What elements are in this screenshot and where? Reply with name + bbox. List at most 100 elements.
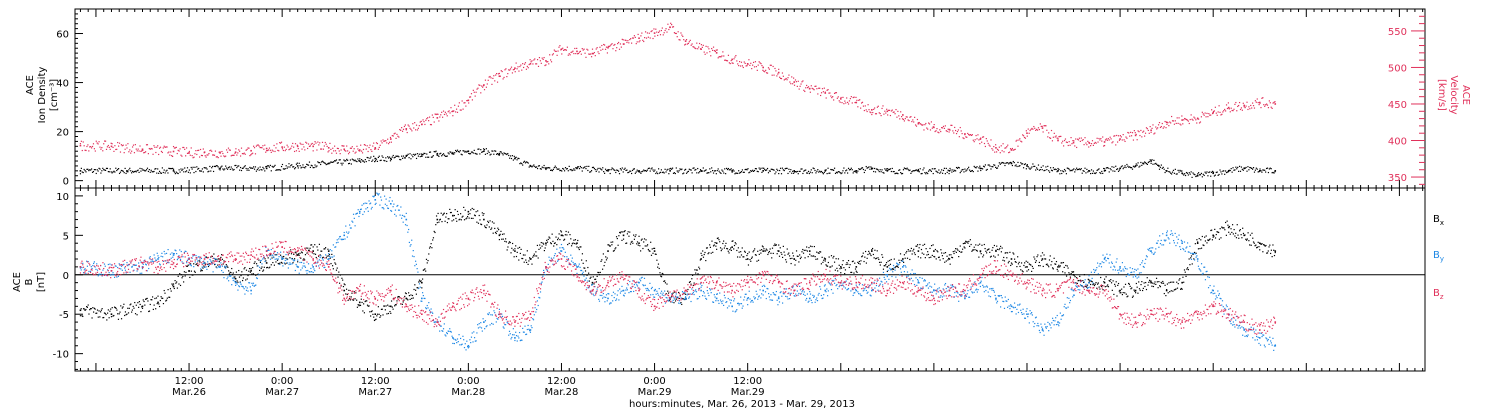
bx-sample (1123, 286, 1125, 288)
density-sample (207, 171, 209, 173)
velocity-sample (239, 155, 242, 157)
density-sample (374, 160, 377, 162)
bx-sample (176, 281, 178, 283)
bx-sample (1058, 264, 1060, 266)
velocity-sample (131, 150, 133, 152)
bx-sample (162, 302, 165, 305)
velocity-sample (394, 132, 396, 134)
bx-sample (645, 239, 647, 241)
density-sample (688, 168, 690, 170)
velocity-sample (1220, 114, 1222, 116)
bx-sample (1206, 242, 1208, 244)
bx-sample (941, 252, 943, 254)
density-sample (325, 163, 327, 166)
bx-point (172, 285, 175, 288)
bx-sample (389, 310, 391, 313)
bx-sample (539, 244, 541, 246)
bx-point (436, 218, 439, 221)
bx-sample (514, 248, 516, 250)
bx-sample (730, 249, 732, 252)
density-sample (1061, 172, 1063, 175)
velocity-sample (930, 121, 932, 123)
velocity-sample (1086, 144, 1088, 146)
density-sample (228, 166, 230, 168)
bx-sample (696, 269, 698, 271)
density-sample (1004, 164, 1006, 167)
velocity-sample (353, 148, 355, 150)
velocity-sample (381, 142, 383, 144)
density-sample (1225, 171, 1228, 174)
velocity-point (79, 144, 82, 147)
bx-sample (155, 297, 158, 299)
bx-sample (662, 273, 664, 275)
bx-sample (201, 270, 203, 272)
bx-sample (807, 256, 809, 258)
density-sample (425, 156, 427, 158)
bx-sample (921, 252, 923, 254)
density-sample (1054, 168, 1056, 170)
bx-sample (598, 273, 601, 276)
velocity-sample (1157, 124, 1160, 126)
density-sample (819, 170, 821, 172)
density-sample (1150, 162, 1152, 164)
bx-sample (728, 252, 730, 254)
velocity-sample (823, 87, 825, 89)
density-sample (846, 169, 848, 171)
bx-sample (1125, 293, 1127, 295)
by-point (529, 329, 532, 331)
density-sample (691, 172, 693, 174)
velocity-sample (824, 91, 826, 93)
density-sample (543, 164, 545, 167)
bx-sample (422, 269, 424, 271)
density-sample (162, 171, 164, 174)
velocity-sample (140, 150, 142, 153)
density-sample (199, 170, 201, 172)
bx-sample (920, 257, 922, 259)
bx-point (250, 270, 252, 272)
velocity-point (638, 37, 640, 40)
velocity-sample (1200, 116, 1202, 118)
velocity-sample (196, 153, 198, 156)
bx-sample (500, 230, 502, 232)
density-sample (1266, 167, 1269, 169)
velocity-sample (654, 35, 656, 37)
bx-sample (634, 235, 636, 238)
density-sample (401, 155, 403, 157)
velocity-sample (544, 64, 546, 67)
bx-sample (681, 303, 683, 306)
density-sample (252, 167, 254, 169)
velocity-sample (526, 65, 528, 68)
bx-sample (208, 263, 210, 265)
velocity-sample (702, 44, 704, 46)
velocity-sample (213, 154, 216, 156)
density-sample (564, 166, 567, 169)
bx-sample (120, 318, 123, 320)
density-sample (1095, 172, 1097, 174)
velocity-sample (1161, 122, 1163, 125)
bx-sample (1016, 265, 1018, 268)
bx-sample (1239, 229, 1241, 231)
velocity-sample (1156, 128, 1158, 130)
bx-sample (248, 270, 250, 272)
bx-sample (132, 305, 134, 308)
bx-sample (439, 219, 441, 221)
bx-sample (580, 246, 582, 248)
by-point (343, 234, 346, 237)
density-sample (991, 165, 993, 168)
bx-sample (1249, 234, 1252, 236)
bx-sample (613, 249, 615, 252)
bx-sample (145, 298, 147, 300)
bx-sample (1221, 227, 1224, 229)
bx-sample (288, 252, 290, 254)
density-sample (187, 171, 190, 173)
velocity-point (265, 147, 268, 150)
density-sample (756, 170, 758, 172)
density-sample (458, 151, 460, 153)
bx-sample (182, 275, 184, 278)
bx-sample (586, 274, 588, 276)
bx-sample (447, 218, 449, 220)
velocity-sample (358, 149, 360, 152)
bx-sample (1014, 261, 1016, 263)
velocity-sample (940, 130, 942, 133)
density-sample (922, 169, 924, 171)
